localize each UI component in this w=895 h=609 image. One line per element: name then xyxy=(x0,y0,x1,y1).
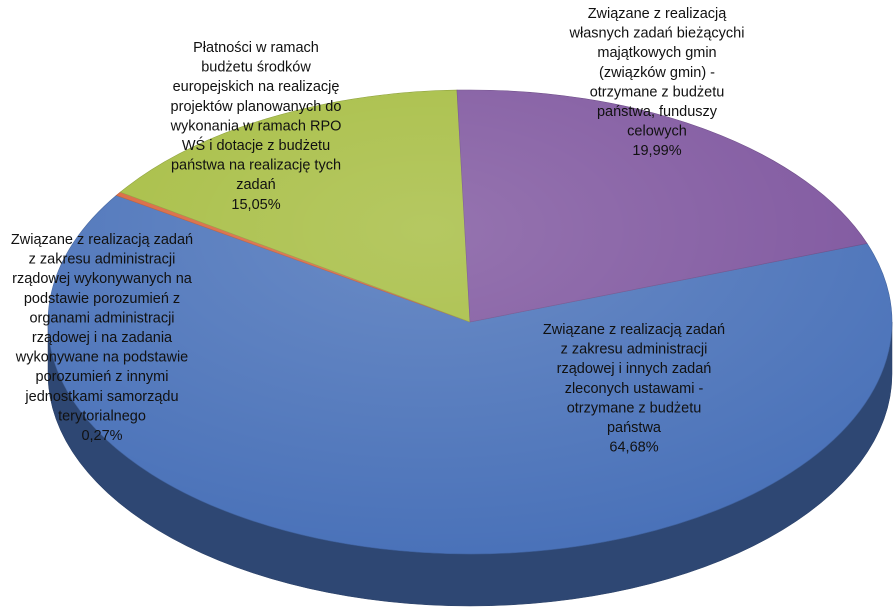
slice-2-label-line: rządowej wykonywanych na xyxy=(12,271,193,287)
slice-4-label-line: otrzymane z budżetu xyxy=(590,84,725,100)
slice-4-label: Związane z realizacją własnych zadań bież… xyxy=(569,6,745,159)
slice-1-label-line: otrzymane z budżetu xyxy=(567,400,702,416)
slice-3-label: Płatności w ramach budżetu środków europej… xyxy=(170,40,342,213)
slice-3-value-label: 15,05% xyxy=(231,197,280,213)
slice-2-label-line: wykonywane na podstawie xyxy=(15,350,189,366)
slice-4-label-line: państwa, funduszy xyxy=(597,104,718,120)
slice-1-label-line: z zakresu administracji xyxy=(561,342,708,358)
slice-3-label-line: Płatności w ramach xyxy=(193,40,319,56)
slice-3-label-line: europejskich na realizację xyxy=(173,79,340,95)
slice-4-label-line: (związków gmin) - xyxy=(599,65,715,81)
slice-2-label-line: porozumień z innymi xyxy=(36,369,169,385)
slice-1-label-line: państwa xyxy=(607,420,662,436)
slice-2-label-line: rządowej i na zadania xyxy=(32,330,173,346)
slice-4-label-line: majątkowych gmin xyxy=(597,45,716,61)
slice-3-label-line: państwa na realizację tych xyxy=(171,158,341,174)
slice-4-label-line: Związane z realizacją xyxy=(588,6,728,22)
slice-2-label-line: organami administracji xyxy=(29,310,174,326)
slice-3-label-line: budżetu środków xyxy=(201,60,311,76)
slice-3-label-line: wykonania w ramach RPO xyxy=(170,118,342,134)
slice-1-label: Związane z realizacją zadań z zakresu adm… xyxy=(543,322,725,456)
slice-2-label-line: Związane z realizacją zadań xyxy=(11,232,193,248)
slice-3-label-line: projektów planowanych do xyxy=(171,99,342,115)
slice-3-label-line: zadań xyxy=(236,177,276,193)
slice-2-label-line: podstawie porozumień z xyxy=(24,291,180,307)
slice-4-label-line: celowych xyxy=(627,124,687,140)
slice-1-label-line: zleconych ustawami - xyxy=(565,381,704,397)
slice-4-label-line: własnych zadań bieżącychi xyxy=(569,26,745,42)
slice-2-label-line: z zakresu administracji xyxy=(29,252,176,268)
slice-2-label: Związane z realizacją zadań z zakresu adm… xyxy=(11,232,193,444)
slice-4-value-label: 19,99% xyxy=(632,143,681,159)
slice-2-label-line: jednostkami samorządu xyxy=(24,389,178,405)
slice-3-label-line: WŚ i dotacje z budżetu xyxy=(182,136,330,154)
slice-1-value-label: 64,68% xyxy=(609,440,658,456)
slice-1-label-line: Związane z realizacją zadań xyxy=(543,322,725,338)
slice-1-label-line: rządowej i innych zadań xyxy=(557,361,712,377)
pie-top-shine xyxy=(48,90,892,554)
slice-2-value-label: 0,27% xyxy=(81,428,122,444)
slice-2-label-line: terytorialnego xyxy=(58,408,146,424)
